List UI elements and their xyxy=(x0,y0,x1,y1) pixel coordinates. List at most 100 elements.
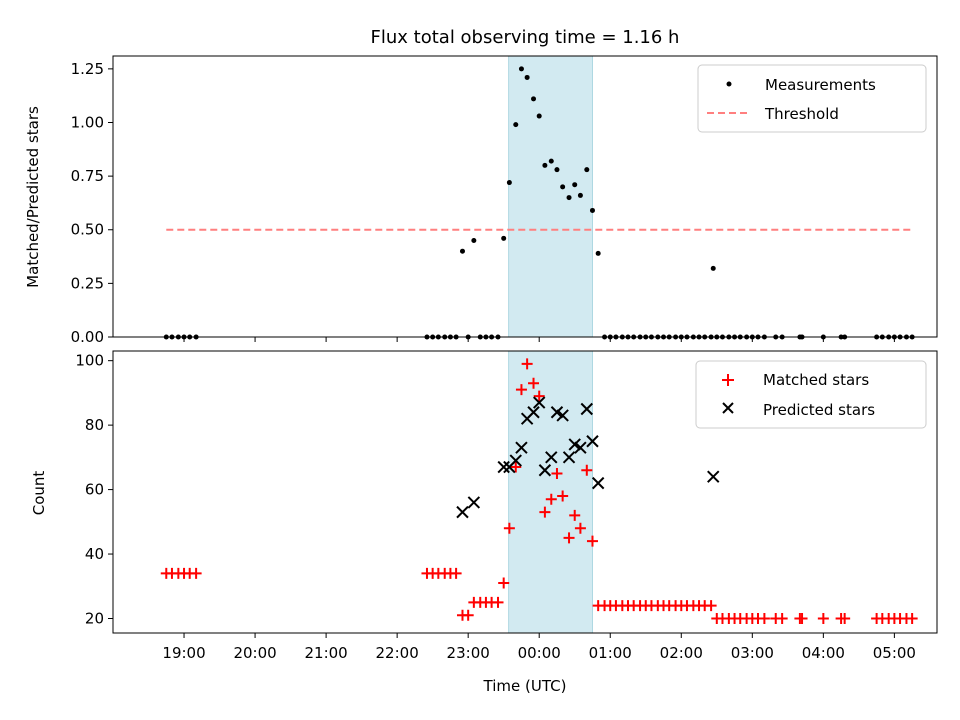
matched-star-point xyxy=(776,612,788,624)
matched-star-point xyxy=(557,490,569,502)
measurement-point xyxy=(548,158,554,164)
x-tick-label: 01:00 xyxy=(589,644,632,662)
predicted-star-point xyxy=(456,505,469,519)
x-tick-label: 03:00 xyxy=(731,644,774,662)
matched-star-point xyxy=(758,612,770,624)
chart-title: Flux total observing time = 1.16 h xyxy=(371,27,680,48)
matched-star-point xyxy=(705,600,717,612)
matched-star-point xyxy=(510,461,522,473)
predicted-star-point xyxy=(515,441,528,454)
matched-star-point xyxy=(906,612,918,624)
measurement-point xyxy=(501,235,507,241)
measurement-point xyxy=(589,207,595,213)
y-tick-label: 0.75 xyxy=(71,167,104,185)
y-tick-label: 1.25 xyxy=(71,60,104,78)
counts-axes-frame xyxy=(112,350,938,634)
ratio-y-axis-label: Matched/Predicted stars xyxy=(24,106,42,288)
measurement-point xyxy=(572,182,578,188)
matched-star-point xyxy=(498,577,510,589)
ratio-legend: Measurements Threshold xyxy=(697,64,927,133)
ratio-legend-box xyxy=(697,64,927,133)
predicted-star-point xyxy=(538,464,552,477)
y-tick-label: 0.50 xyxy=(71,221,104,239)
predicted-star-point xyxy=(467,496,481,509)
measurement-point xyxy=(536,113,542,119)
predicted-star-point xyxy=(586,435,599,448)
predicted-star-point xyxy=(509,454,522,467)
matched-star-point xyxy=(839,612,851,624)
predicted-star-point xyxy=(707,470,720,483)
predicted-star-point xyxy=(591,476,605,490)
matched-legend-label: Matched stars xyxy=(763,371,869,389)
ratio-axes-frame xyxy=(112,55,938,338)
measurement-point xyxy=(584,167,590,173)
measurement-point xyxy=(471,237,477,243)
measurement-point xyxy=(595,250,601,256)
x-tick-label: 02:00 xyxy=(660,644,703,662)
y-tick-label: 1.00 xyxy=(71,113,104,131)
matched-star-point xyxy=(503,522,515,534)
x-tick-label: 21:00 xyxy=(304,644,347,662)
x-tick-label: 00:00 xyxy=(518,644,561,662)
y-tick-label: 0.25 xyxy=(71,274,104,292)
measurement-point xyxy=(506,180,512,186)
matched-star-point xyxy=(515,384,527,396)
predicted-star-point xyxy=(497,460,510,474)
measurement-point xyxy=(518,66,524,72)
matched-star-point xyxy=(586,535,598,547)
measurement-point xyxy=(459,248,465,254)
measurement-point xyxy=(531,96,537,102)
measurement-point xyxy=(566,195,572,201)
measurement-point xyxy=(577,192,583,198)
x-tick-label: 19:00 xyxy=(162,644,205,662)
x-tick-label: 20:00 xyxy=(233,644,276,662)
matched-star-point xyxy=(521,358,533,370)
counts-legend: Matched stars Predicted stars xyxy=(695,360,927,429)
measurement-point xyxy=(542,162,548,168)
measurement-point xyxy=(560,184,566,190)
counts-legend-box xyxy=(695,360,927,429)
ratio-panel: 0.00 0.25 0.50 0.75 1.00 1.25 xyxy=(71,55,938,346)
predicted-legend-marker xyxy=(722,402,734,414)
matched-star-point xyxy=(492,596,504,608)
x-tick-label: 05:00 xyxy=(873,644,916,662)
x-tick-label: 04:00 xyxy=(802,644,845,662)
count-y-axis-label: Count xyxy=(30,471,48,516)
x-axis-label: Time (UTC) xyxy=(483,677,567,695)
predicted-star-point xyxy=(532,396,546,409)
matched-star-point xyxy=(462,609,474,621)
predicted-legend-label: Predicted stars xyxy=(763,401,875,419)
measurement-point xyxy=(524,74,530,80)
measurement-point xyxy=(513,122,519,128)
measurement-point xyxy=(710,265,716,271)
matched-star-point xyxy=(796,612,808,624)
y-tick-label: 100 xyxy=(75,352,104,370)
counts-panel: 20 40 60 80 100 19:00 20:00 21:00 22:00 23:00 00:0… xyxy=(75,350,938,662)
measurements-legend-label: Measurements xyxy=(765,76,876,94)
predicted-star-point xyxy=(527,406,540,419)
threshold-legend-label: Threshold xyxy=(764,105,839,123)
matched-star-point xyxy=(190,567,202,579)
y-tick-label: 80 xyxy=(85,416,104,434)
matched-star-point xyxy=(539,506,551,518)
matched-legend-marker xyxy=(722,374,734,386)
predicted-star-point xyxy=(580,402,594,416)
measurement-point xyxy=(554,167,560,173)
matched-star-point xyxy=(563,532,575,544)
matched-star-point xyxy=(581,464,593,476)
matched-star-point xyxy=(551,467,563,479)
y-tick-label: 0.00 xyxy=(71,328,104,346)
matched-star-point xyxy=(450,567,462,579)
matched-star-point xyxy=(533,390,545,402)
predicted-star-point xyxy=(545,451,558,464)
predicted-star-point xyxy=(556,409,569,422)
x-tick-label: 23:00 xyxy=(447,644,490,662)
matched-star-point xyxy=(569,509,581,521)
y-tick-label: 60 xyxy=(85,481,104,499)
matched-star-point xyxy=(574,522,586,534)
predicted-star-point xyxy=(568,438,581,451)
predicted-star-point xyxy=(550,406,564,419)
predicted-star-point xyxy=(574,441,587,454)
x-tick-label: 22:00 xyxy=(376,644,419,662)
